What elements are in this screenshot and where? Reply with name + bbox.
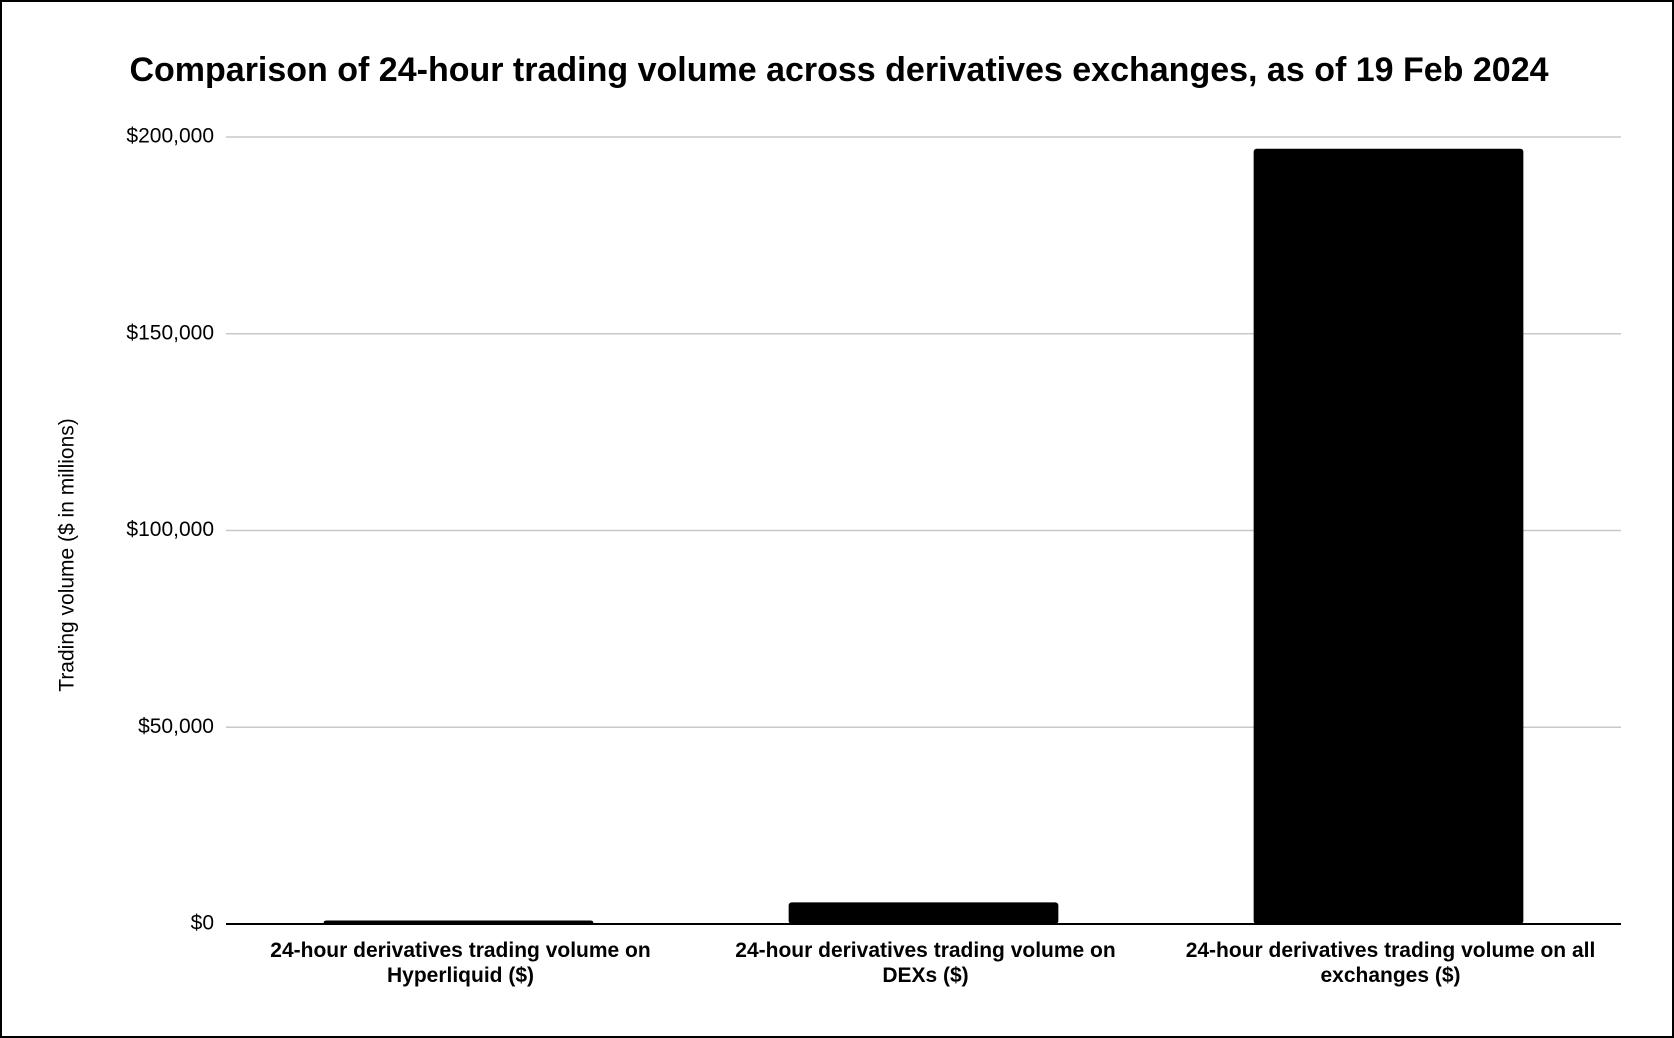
y-tick-label: $200,000 (126, 125, 214, 148)
chart-title: Comparison of 24-hour trading volume acr… (129, 51, 1548, 89)
y-axis-title: Trading volume ($ in millions) (56, 418, 79, 691)
x-tick-label: 24-hour derivatives trading volume on al… (1185, 939, 1596, 987)
bar (788, 902, 1059, 924)
y-tick-label: $50,000 (138, 715, 214, 738)
y-tick-label: $150,000 (126, 321, 214, 344)
bar (1253, 148, 1524, 924)
y-tick-label: $100,000 (126, 518, 214, 541)
x-tick-label: 24-hour derivatives trading volume on DE… (735, 939, 1116, 987)
y-tick-label: $0 (191, 912, 214, 935)
x-tick-label: 24-hour derivatives trading volume on Hy… (270, 939, 651, 987)
